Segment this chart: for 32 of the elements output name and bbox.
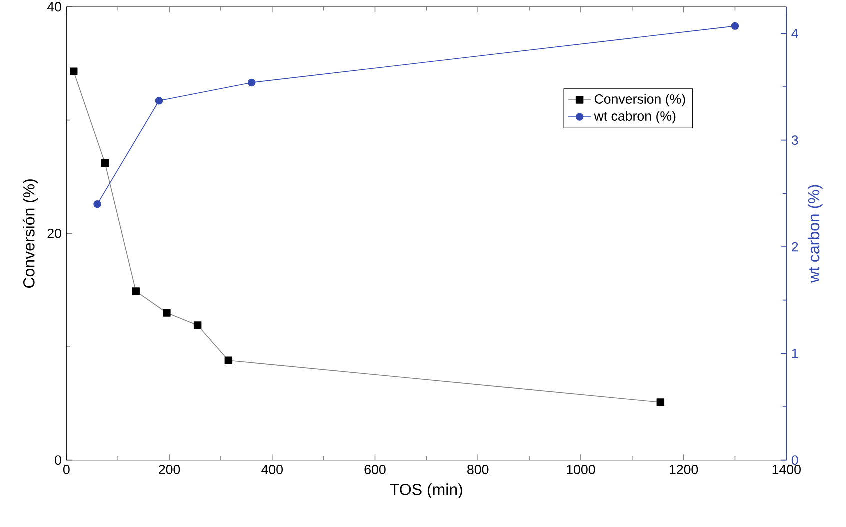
point — [224, 356, 233, 364]
y-tick-label: 40 — [47, 2, 62, 12]
point — [656, 398, 665, 406]
point — [163, 309, 171, 317]
y2-axis-title: wt carbon (%) — [808, 185, 823, 284]
point — [101, 160, 110, 168]
y2-tick-label: 1 — [792, 349, 798, 358]
x-tick-label: 400 — [262, 465, 283, 474]
y2-tick-label: 4 — [792, 29, 798, 38]
y-axis-title: Conversión (%) — [22, 180, 38, 288]
x-tick-label: 1000 — [567, 465, 596, 474]
y2-tick-label: 0 — [792, 456, 798, 466]
point — [731, 22, 740, 30]
x-tick-label: 600 — [364, 465, 386, 474]
legend-label: wt cabron (%) — [594, 111, 676, 124]
point — [155, 96, 164, 105]
y2-tick-label: 2 — [792, 242, 798, 252]
x-tick-label: 0 — [63, 465, 70, 474]
x-tick-label: 200 — [159, 465, 180, 474]
point — [70, 68, 78, 76]
point — [132, 288, 140, 296]
x-tick-label: 800 — [468, 465, 489, 474]
y2-tick-label: 3 — [792, 136, 798, 146]
y-tick-label: 20 — [48, 228, 62, 238]
x-tick-label: 1400 — [772, 465, 801, 474]
point — [248, 78, 256, 87]
point — [94, 200, 102, 208]
legend-label: Conversion (%) — [594, 94, 686, 107]
x-axis-title: TOS (min) — [390, 484, 462, 499]
x-tick-label: 1200 — [670, 465, 698, 474]
y-tick-label: 0 — [55, 456, 62, 466]
point — [194, 322, 202, 330]
